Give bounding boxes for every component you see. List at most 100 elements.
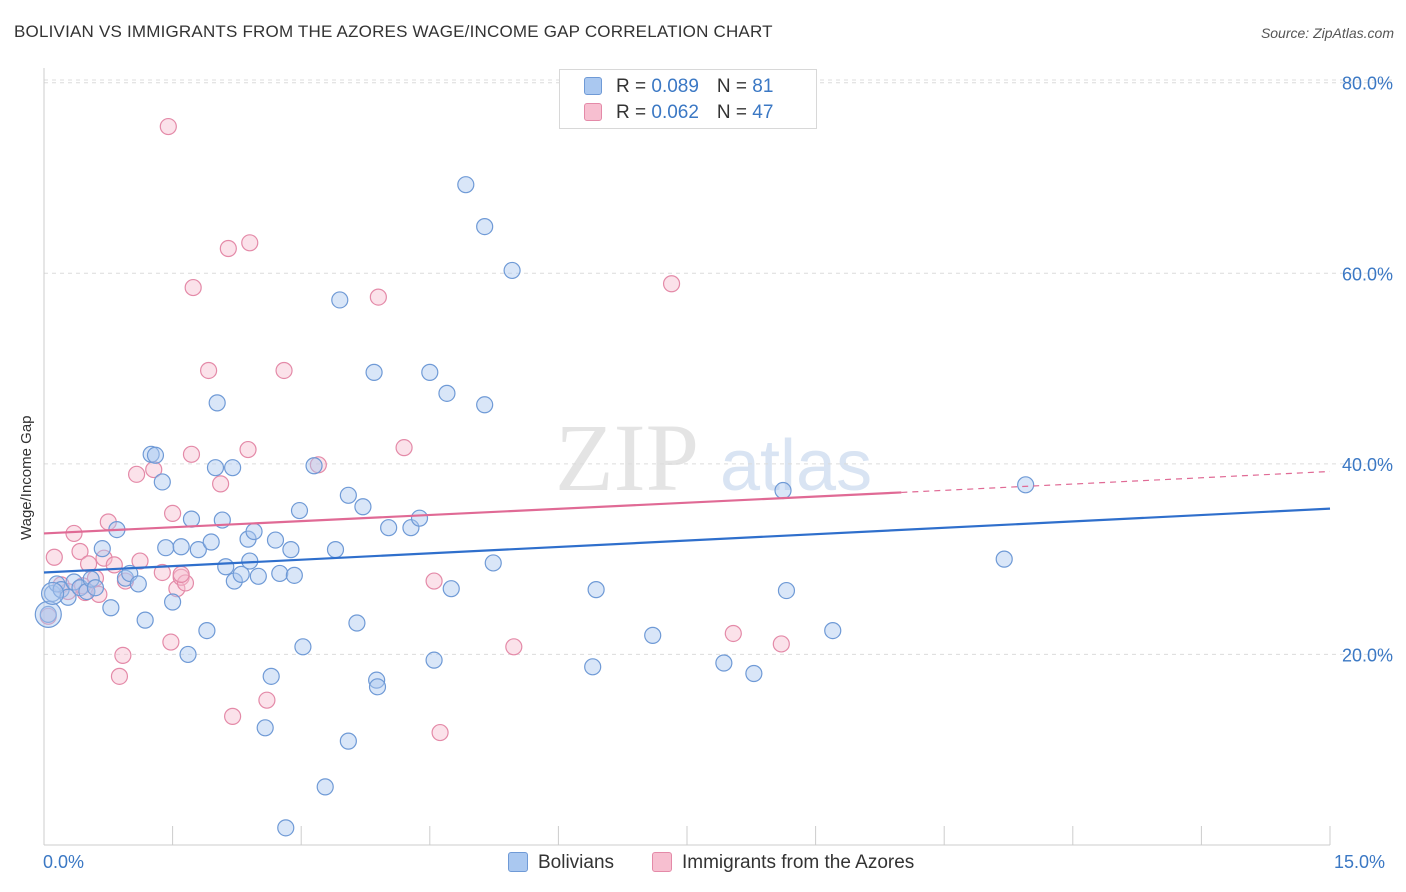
chart-title: BOLIVIAN VS IMMIGRANTS FROM THE AZORES W… — [14, 22, 773, 41]
bolivian-point — [129, 575, 147, 593]
bolivian-point — [290, 501, 309, 520]
bolivian-point — [217, 558, 235, 576]
azores-point — [431, 723, 449, 742]
bolivian-point — [285, 566, 303, 584]
bolivian-point — [824, 622, 842, 640]
bolivian-point — [294, 638, 312, 656]
x-tick-label-min: 0.0% — [43, 852, 85, 872]
bolivian-point — [40, 581, 65, 606]
bolivian-point — [326, 541, 345, 559]
azores-point — [127, 465, 146, 483]
azores-point — [65, 524, 83, 543]
azores-point — [164, 504, 182, 523]
azores-point — [212, 475, 230, 493]
legend-r-label: R = — [616, 102, 652, 123]
x-tick-label-max: 15.0% — [1334, 852, 1386, 872]
bolivian-point — [256, 719, 274, 737]
legend-row-azores: R = 0.062 N = 47 — [584, 102, 773, 124]
bolivian-point — [266, 531, 285, 549]
y-tick-label: 40.0% — [1342, 455, 1393, 475]
bolivian-point — [245, 522, 263, 541]
azores-point — [505, 638, 523, 656]
bolivian-points — [34, 176, 1035, 837]
legend-stats: R = 0.089 N = 81 R = 0.062 N = 47 — [559, 69, 817, 129]
azores-point — [258, 691, 276, 709]
bolivian-point — [421, 363, 439, 381]
legend-row-bolivians: R = 0.089 N = 81 — [584, 76, 773, 98]
bolivian-point — [774, 481, 792, 500]
azores-point — [724, 624, 742, 643]
trend-line-bolivians — [43, 507, 1331, 574]
bolivian-point — [198, 622, 216, 640]
legend-item-azores: Immigrants from the Azores — [652, 852, 914, 874]
bolivian-point — [224, 459, 242, 477]
bolivian-point — [484, 554, 502, 572]
bolivian-point — [339, 732, 357, 750]
azores-point — [369, 288, 387, 306]
azores-point — [395, 439, 413, 457]
trend-line-azores — [43, 491, 902, 535]
bolivian-point — [339, 486, 357, 504]
bolivian-point — [587, 581, 605, 599]
bolivian-point — [282, 541, 300, 559]
bolivian-point — [442, 580, 460, 598]
legend-swatch-pink — [584, 103, 602, 121]
bolivian-point — [271, 564, 289, 583]
bolivian-point — [146, 446, 165, 464]
bolivian-point — [644, 626, 662, 644]
azores-point — [71, 542, 89, 561]
legend-n-value: 81 — [752, 76, 774, 97]
legend-r-label: R = — [616, 76, 652, 97]
y-tick-label: 80.0% — [1342, 74, 1393, 94]
legend-series: Bolivians Immigrants from the Azores — [0, 852, 1406, 878]
bolivian-point — [425, 651, 443, 669]
bolivian-point — [457, 176, 475, 194]
bolivian-point — [232, 565, 250, 583]
watermark-atlas: atlas — [720, 426, 872, 506]
azores-point — [241, 234, 259, 252]
bolivian-point — [225, 572, 243, 590]
azores-point — [45, 548, 63, 566]
bolivian-point — [39, 605, 57, 624]
bolivian-point — [102, 599, 120, 617]
bolivian-point — [202, 533, 220, 551]
azores-point — [131, 552, 149, 570]
bolivian-point — [438, 384, 456, 402]
azores-point — [275, 361, 293, 380]
bolivian-point — [316, 778, 334, 796]
trend-lines — [43, 470, 1331, 574]
legend-swatch-blue — [508, 852, 528, 872]
bolivian-point — [34, 600, 62, 629]
azores-point — [105, 556, 123, 574]
y-tick-labels: 20.0% 40.0% 60.0% 80.0% — [1342, 74, 1393, 666]
azores-point — [114, 646, 132, 664]
source-label: Source: ZipAtlas.com — [1260, 25, 1394, 41]
legend-r-value: 0.089 — [651, 76, 699, 97]
bolivian-point — [305, 457, 323, 475]
bolivian-point — [206, 459, 225, 477]
azores-point — [662, 275, 681, 293]
azores-point — [224, 707, 242, 725]
azores-point — [153, 563, 171, 582]
legend-swatch-blue — [584, 77, 602, 95]
bolivian-point — [348, 614, 366, 632]
azores-point — [239, 440, 257, 459]
watermark: ZIP atlas — [555, 404, 872, 511]
bolivian-point — [157, 539, 175, 557]
azores-point — [182, 445, 201, 463]
bolivian-point — [179, 645, 197, 664]
bolivian-point — [745, 664, 763, 683]
legend-n-value: 47 — [752, 102, 774, 123]
azores-point — [219, 239, 237, 258]
bolivian-point — [182, 510, 201, 528]
bolivian-point — [164, 593, 182, 611]
bolivian-point — [136, 611, 154, 629]
axes — [43, 68, 1331, 846]
bolivian-point — [86, 579, 105, 597]
bolivian-point — [365, 363, 383, 381]
bolivian-point — [1017, 476, 1035, 494]
legend-n-label: N = — [716, 76, 753, 97]
bolivian-point — [777, 581, 796, 600]
legend-n-label: N = — [716, 102, 753, 123]
bolivian-point — [503, 261, 521, 280]
